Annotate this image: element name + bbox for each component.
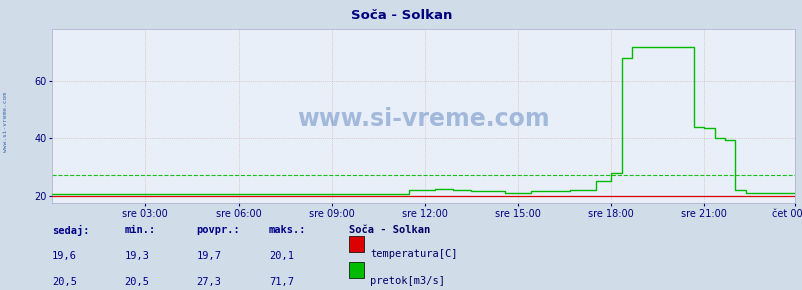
Text: 20,1: 20,1 [269,251,294,261]
Text: temperatura[C]: temperatura[C] [370,249,457,259]
Text: Soča - Solkan: Soča - Solkan [349,225,430,235]
Text: sedaj:: sedaj: [52,225,90,236]
Text: 19,6: 19,6 [52,251,77,261]
Text: 19,3: 19,3 [124,251,149,261]
Text: min.:: min.: [124,225,156,235]
Text: 27,3: 27,3 [196,277,221,287]
Text: 20,5: 20,5 [124,277,149,287]
Text: www.si-vreme.com: www.si-vreme.com [3,92,8,152]
Text: 20,5: 20,5 [52,277,77,287]
Text: maks.:: maks.: [269,225,306,235]
Text: 71,7: 71,7 [269,277,294,287]
Text: povpr.:: povpr.: [196,225,240,235]
Text: Soča - Solkan: Soča - Solkan [350,9,452,22]
Text: pretok[m3/s]: pretok[m3/s] [370,276,444,285]
Text: www.si-vreme.com: www.si-vreme.com [297,108,549,131]
Text: 19,7: 19,7 [196,251,221,261]
